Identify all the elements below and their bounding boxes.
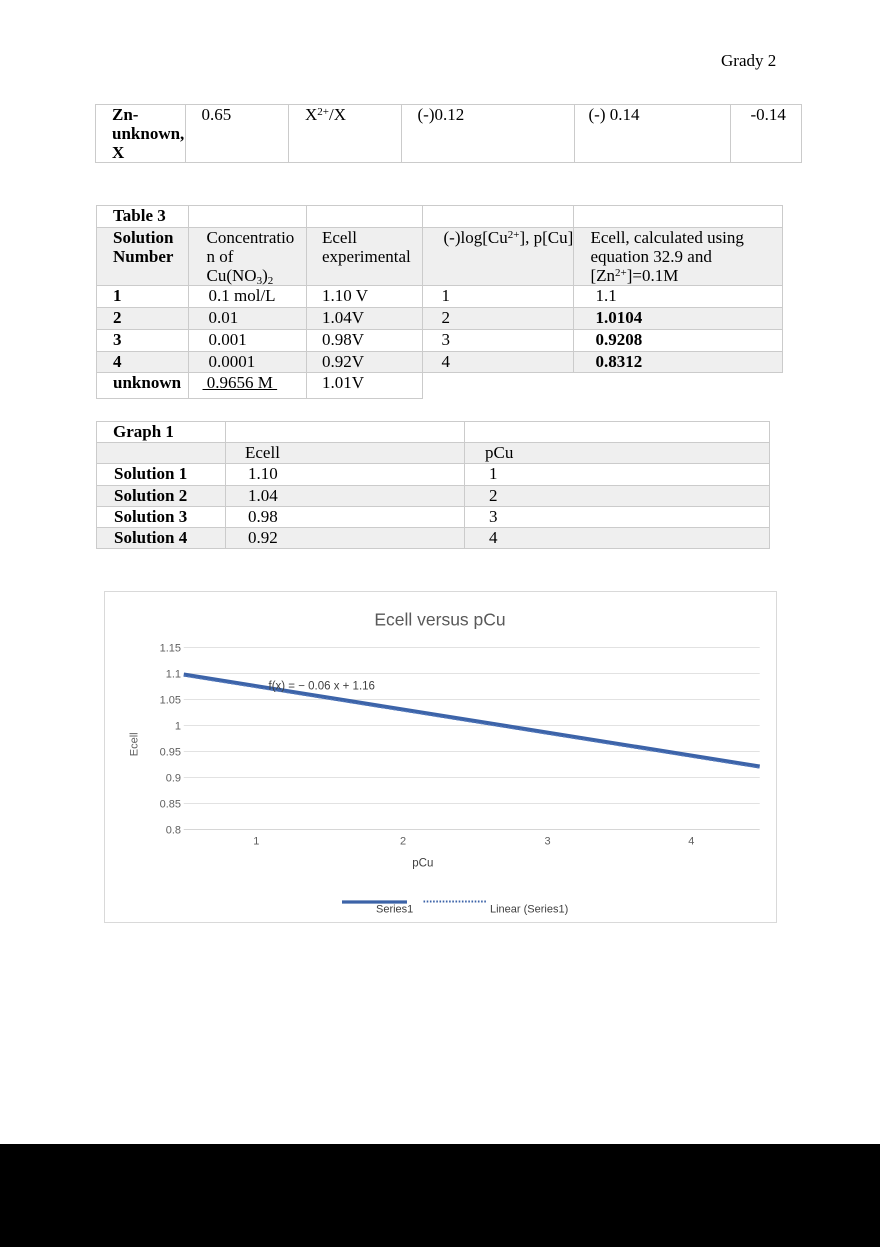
svg-text:f(x) = − 0.06 x + 1.16: f(x) = − 0.06 x + 1.16: [269, 681, 375, 693]
svg-text:Series1: Series1: [376, 904, 413, 916]
svg-text:1: 1: [175, 721, 181, 733]
svg-text:0.95: 0.95: [160, 747, 181, 759]
svg-text:2: 2: [400, 836, 406, 848]
svg-text:0.8: 0.8: [166, 825, 181, 837]
svg-text:Ecell versus pCu: Ecell versus pCu: [374, 610, 505, 630]
svg-text:3: 3: [544, 836, 550, 848]
svg-text:1: 1: [253, 836, 259, 848]
svg-text:1.1: 1.1: [166, 669, 181, 681]
svg-text:4: 4: [688, 836, 694, 848]
svg-text:0.85: 0.85: [160, 799, 181, 811]
svg-text:pCu: pCu: [412, 858, 433, 870]
svg-text:Ecell: Ecell: [128, 732, 140, 756]
svg-text:Linear (Series1): Linear (Series1): [490, 904, 568, 916]
svg-text:0.9: 0.9: [166, 773, 181, 785]
svg-text:1.15: 1.15: [160, 643, 181, 655]
svg-text:1.05: 1.05: [160, 695, 181, 707]
